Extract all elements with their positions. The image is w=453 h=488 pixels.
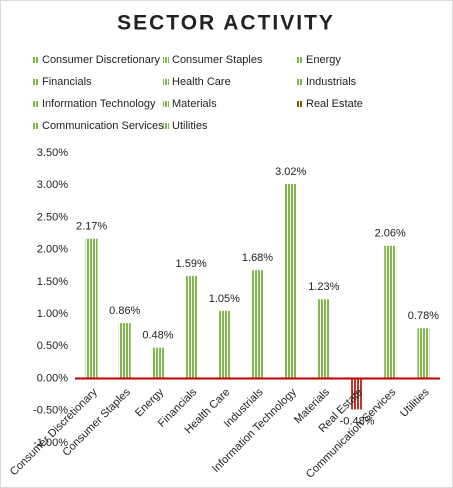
- legend-swatch: [163, 57, 169, 63]
- legend-label: Materials: [172, 98, 217, 110]
- legend-label: Health Care: [172, 76, 231, 88]
- legend-swatch: [297, 101, 303, 107]
- value-label: 3.02%: [275, 166, 306, 178]
- value-label: 1.59%: [176, 258, 207, 270]
- value-label: 0.48%: [142, 330, 173, 342]
- y-tick-label: 1.50%: [37, 276, 68, 288]
- value-label: -0.48%: [340, 415, 375, 427]
- value-label: 1.68%: [242, 252, 273, 264]
- legend-swatch: [163, 123, 169, 129]
- bar: [351, 378, 364, 410]
- bar: [118, 323, 131, 379]
- chart-title: SECTOR ACTIVITY: [117, 12, 335, 35]
- legend-swatch: [297, 79, 303, 85]
- bar: [417, 328, 430, 379]
- bar: [218, 310, 231, 379]
- bar: [384, 245, 397, 379]
- y-tick-label: 3.00%: [37, 179, 68, 191]
- legend-label: Consumer Discretionary: [42, 54, 160, 66]
- value-label: 1.05%: [209, 293, 240, 305]
- y-tick-label: 0.50%: [37, 340, 68, 352]
- legend-label: Information Technology: [42, 98, 156, 110]
- legend-swatch: [33, 79, 39, 85]
- legend-label: Industrials: [306, 76, 357, 88]
- bar: [185, 276, 198, 379]
- legend-swatch: [163, 101, 169, 107]
- bar: [151, 347, 164, 379]
- value-label: 2.17%: [76, 221, 107, 233]
- legend-swatch: [33, 101, 39, 107]
- legend-swatch: [33, 123, 39, 129]
- legend-label: Energy: [306, 54, 341, 66]
- bar: [85, 238, 98, 379]
- y-tick-label: 3.50%: [37, 147, 68, 159]
- legend-label: Utilities: [172, 120, 208, 132]
- y-tick-label: 2.50%: [37, 211, 68, 223]
- value-label: 0.86%: [109, 305, 140, 317]
- legend-swatch: [297, 57, 303, 63]
- value-label: 2.06%: [375, 228, 406, 240]
- bar: [284, 183, 297, 379]
- legend-label: Financials: [42, 76, 92, 88]
- y-tick-label: -1.00%: [33, 437, 68, 449]
- bar: [251, 270, 264, 379]
- legend-label: Communication Services: [42, 120, 164, 132]
- y-tick-label: 2.00%: [37, 244, 68, 256]
- y-tick-label: 1.00%: [37, 308, 68, 320]
- value-label: 1.23%: [308, 281, 339, 293]
- legend-swatch: [163, 79, 169, 85]
- legend-label: Real Estate: [306, 98, 363, 110]
- value-label: 0.78%: [408, 310, 439, 322]
- y-tick-label: -0.50%: [33, 405, 68, 417]
- y-tick-label: 0.00%: [37, 372, 68, 384]
- legend-swatch: [33, 57, 39, 63]
- legend-label: Consumer Staples: [172, 54, 263, 66]
- bar: [317, 299, 330, 379]
